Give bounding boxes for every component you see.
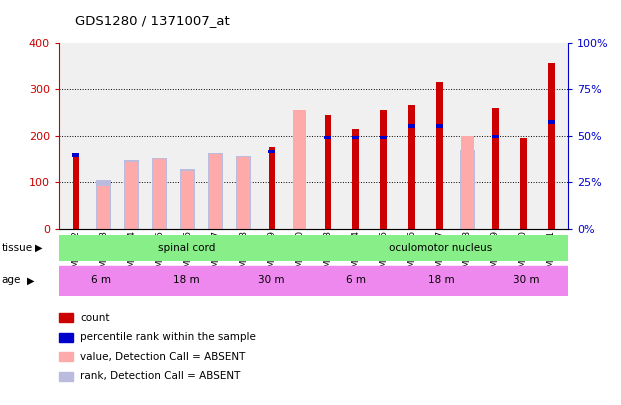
Text: tissue: tissue [1, 243, 32, 253]
Bar [314, 235, 568, 261]
Bar [437, 82, 443, 229]
Text: percentile rank within the sample: percentile rank within the sample [80, 333, 256, 342]
Bar [152, 158, 168, 229]
Bar [293, 110, 306, 229]
Bar [548, 120, 555, 124]
Bar [237, 157, 250, 229]
Bar [409, 105, 415, 229]
Text: oculomotor nucleus: oculomotor nucleus [389, 243, 492, 253]
Bar [97, 185, 111, 229]
Text: age: age [1, 275, 20, 286]
Bar [408, 124, 415, 128]
Bar [180, 169, 196, 229]
Bar [144, 266, 229, 295]
Text: 18 m: 18 m [428, 275, 454, 286]
Bar [380, 136, 387, 139]
Text: 30 m: 30 m [258, 275, 284, 286]
Bar [125, 162, 138, 229]
Text: value, Detection Call = ABSENT: value, Detection Call = ABSENT [80, 352, 245, 362]
Bar [268, 147, 274, 229]
Text: 6 m: 6 m [91, 275, 111, 286]
Bar [353, 129, 359, 229]
Bar [208, 153, 224, 229]
Bar [268, 149, 275, 153]
Bar [181, 171, 194, 229]
Text: GDS1280 / 1371007_at: GDS1280 / 1371007_at [75, 14, 229, 27]
Bar [209, 154, 222, 229]
Bar [520, 138, 527, 229]
Bar [460, 149, 475, 229]
Text: 6 m: 6 m [346, 275, 366, 286]
Bar [399, 266, 483, 295]
Bar [461, 136, 474, 229]
Bar [436, 124, 443, 128]
Text: count: count [80, 313, 110, 323]
Bar [124, 160, 140, 229]
Text: 18 m: 18 m [173, 275, 199, 286]
Bar [324, 136, 331, 139]
Bar [96, 180, 111, 229]
Bar [483, 266, 568, 295]
Bar [73, 154, 79, 229]
Bar [548, 64, 555, 229]
Bar [59, 266, 144, 295]
Text: 30 m: 30 m [512, 275, 539, 286]
Bar [352, 136, 359, 139]
Bar [492, 135, 499, 139]
Bar [381, 110, 387, 229]
Bar [314, 266, 399, 295]
Text: spinal cord: spinal cord [158, 243, 215, 253]
Text: ▶: ▶ [27, 275, 34, 286]
Bar [59, 235, 314, 261]
Bar [492, 108, 499, 229]
Bar [73, 153, 79, 157]
Text: rank, Detection Call = ABSENT: rank, Detection Call = ABSENT [80, 371, 240, 381]
Bar [153, 159, 166, 229]
Text: ▶: ▶ [35, 243, 43, 253]
Bar [236, 156, 252, 229]
Bar [325, 115, 330, 229]
Bar [229, 266, 314, 295]
